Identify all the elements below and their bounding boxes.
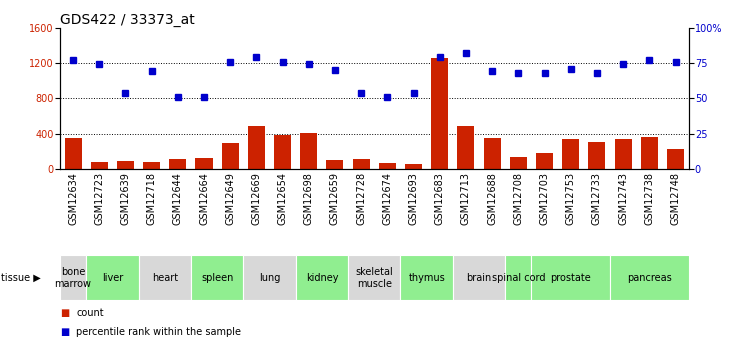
Bar [60,255,86,300]
Text: GSM12654: GSM12654 [278,171,287,225]
Bar [610,255,689,300]
Text: GSM12649: GSM12649 [225,171,235,225]
Text: GSM12639: GSM12639 [121,171,130,225]
Text: GSM12713: GSM12713 [461,171,471,225]
Bar [531,255,610,300]
Text: GSM12708: GSM12708 [513,171,523,225]
Bar [536,153,553,169]
Bar [405,164,422,169]
Bar [243,255,295,300]
Text: GSM12644: GSM12644 [173,171,183,225]
Text: GSM12698: GSM12698 [304,171,314,225]
Text: GSM12753: GSM12753 [566,171,576,225]
Text: GSM12659: GSM12659 [330,171,340,225]
Text: GDS422 / 33373_at: GDS422 / 33373_at [60,12,194,27]
Bar [562,139,579,169]
Text: skeletal
muscle: skeletal muscle [355,267,393,288]
Bar [143,162,160,169]
Text: GSM12634: GSM12634 [68,171,78,225]
Text: heart: heart [151,273,178,283]
Text: ■: ■ [60,308,69,318]
Text: GSM12743: GSM12743 [618,171,628,225]
Bar [274,135,291,169]
Text: spleen: spleen [201,273,233,283]
Text: GSM12748: GSM12748 [670,171,681,225]
Bar [248,126,265,169]
Bar [505,255,531,300]
Bar [300,133,317,169]
Bar [641,137,658,169]
Text: GSM12683: GSM12683 [435,171,444,225]
Bar [221,142,239,169]
Text: spinal cord: spinal cord [491,273,545,283]
Bar [615,139,632,169]
Bar [138,255,191,300]
Bar [117,161,134,169]
Bar [64,138,82,169]
Text: bone
marrow: bone marrow [55,267,91,288]
Bar [510,157,527,169]
Text: liver: liver [102,273,123,283]
Text: GSM12674: GSM12674 [382,171,393,225]
Text: GSM12669: GSM12669 [251,171,262,225]
Text: GSM12738: GSM12738 [644,171,654,225]
Text: lung: lung [259,273,280,283]
Bar [352,159,370,169]
Text: tissue ▶: tissue ▶ [1,273,40,283]
Bar [91,162,107,169]
Bar [327,160,344,169]
Text: GSM12693: GSM12693 [409,171,419,225]
Text: count: count [76,308,104,318]
Text: prostate: prostate [550,273,591,283]
Bar [588,142,605,169]
Text: kidney: kidney [306,273,338,283]
Text: GSM12723: GSM12723 [94,171,105,225]
Text: GSM12733: GSM12733 [592,171,602,225]
Bar [401,255,452,300]
Bar [667,149,684,169]
Text: pancreas: pancreas [627,273,672,283]
Bar [348,255,401,300]
Bar [379,163,396,169]
Bar [484,138,501,169]
Text: GSM12664: GSM12664 [199,171,209,225]
Text: thymus: thymus [409,273,445,283]
Bar [86,255,138,300]
Bar [431,58,448,169]
Bar [458,126,474,169]
Text: ■: ■ [60,327,69,337]
Text: GSM12688: GSM12688 [487,171,497,225]
Bar [191,255,243,300]
Bar [195,158,213,169]
Text: GSM12703: GSM12703 [539,171,550,225]
Text: GSM12728: GSM12728 [356,171,366,225]
Bar [170,159,186,169]
Text: brain: brain [466,273,492,283]
Text: GSM12718: GSM12718 [147,171,156,225]
Bar [295,255,348,300]
Bar [452,255,505,300]
Text: percentile rank within the sample: percentile rank within the sample [76,327,241,337]
